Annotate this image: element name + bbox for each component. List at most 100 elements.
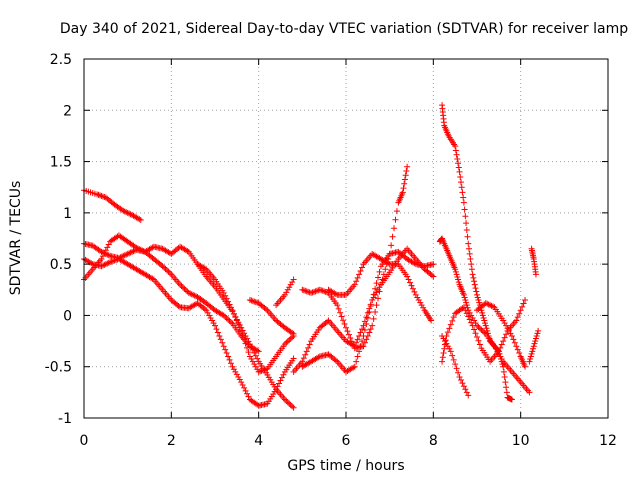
data-point [530, 345, 537, 352]
data-point [233, 371, 240, 378]
data-point [88, 260, 95, 267]
data-point [300, 355, 307, 362]
data-point [483, 325, 490, 332]
data-point [203, 307, 210, 314]
data-point [101, 261, 108, 268]
data-point [462, 213, 469, 220]
data-point [375, 295, 382, 302]
series-arc16 [474, 300, 529, 370]
data-point [496, 350, 503, 357]
data-point [343, 324, 349, 331]
data-point [411, 288, 418, 295]
data-point [289, 403, 296, 410]
data-point [460, 383, 467, 390]
data-point [363, 336, 370, 343]
data-point [455, 276, 462, 283]
data-point [373, 280, 380, 287]
data-point [526, 389, 533, 396]
data-point [289, 279, 296, 286]
data-point [207, 314, 214, 321]
data-point [303, 288, 310, 295]
data-point [305, 344, 312, 351]
data-point [130, 248, 137, 255]
data-point [344, 328, 351, 335]
data-points [81, 102, 542, 411]
data-point [453, 151, 460, 158]
data-point [480, 314, 487, 321]
data-point [345, 331, 352, 338]
data-point [283, 397, 290, 404]
data-point [305, 288, 312, 295]
data-point [175, 303, 182, 310]
data-point [472, 320, 479, 327]
data-point [528, 350, 535, 357]
data-point [388, 242, 395, 249]
data-point [488, 302, 495, 309]
data-point [290, 404, 297, 411]
y-tick-label: -1 [58, 411, 72, 427]
data-point [522, 363, 529, 370]
data-point [439, 354, 446, 361]
data-point [430, 261, 437, 268]
data-point [133, 244, 140, 251]
data-point [370, 315, 377, 322]
y-tick-label: -0.5 [45, 360, 72, 376]
data-point [463, 220, 470, 227]
series-arc5 [194, 261, 297, 375]
data-point [139, 247, 146, 254]
data-point [225, 353, 232, 360]
data-point [120, 252, 127, 259]
y-axis-label: SDTVAR / TECUs [8, 181, 24, 296]
data-point [225, 316, 232, 323]
data-point [507, 330, 514, 337]
data-point [463, 310, 470, 317]
data-point [283, 339, 290, 346]
data-point [526, 358, 533, 365]
data-point [226, 317, 233, 324]
data-point [257, 368, 264, 375]
data-point [99, 253, 106, 260]
data-point [126, 210, 133, 217]
data-point [239, 332, 246, 339]
data-point [533, 332, 540, 339]
data-point [281, 396, 288, 403]
data-point [255, 368, 262, 375]
data-point [527, 356, 534, 363]
data-point [286, 337, 293, 344]
data-point [460, 304, 467, 311]
data-point [350, 364, 357, 371]
data-point [248, 356, 255, 363]
data-point [403, 167, 410, 174]
data-point [137, 246, 144, 253]
data-point [121, 208, 128, 215]
data-point [299, 358, 306, 365]
data-point [350, 341, 357, 348]
data-point [472, 285, 479, 292]
data-point [134, 245, 141, 252]
data-point [449, 352, 456, 359]
data-point [373, 302, 380, 309]
data-point [222, 292, 229, 299]
data-point [514, 346, 521, 353]
data-point [124, 250, 131, 257]
y-tick-label: 2.5 [50, 52, 72, 68]
data-point [443, 332, 450, 339]
data-point [364, 314, 371, 321]
data-point [372, 285, 379, 292]
data-point [283, 289, 290, 296]
data-point [455, 279, 462, 286]
data-point [99, 262, 106, 269]
data-point [402, 172, 409, 179]
data-point [321, 288, 328, 295]
data-point [484, 330, 491, 337]
data-point [471, 281, 478, 288]
data-point [471, 326, 478, 333]
data-point [453, 271, 460, 278]
data-point [340, 317, 347, 324]
data-point [324, 318, 331, 325]
data-point [356, 271, 363, 278]
data-point [251, 361, 258, 368]
data-point [370, 291, 377, 298]
data-point [379, 276, 386, 283]
data-point [385, 260, 392, 267]
